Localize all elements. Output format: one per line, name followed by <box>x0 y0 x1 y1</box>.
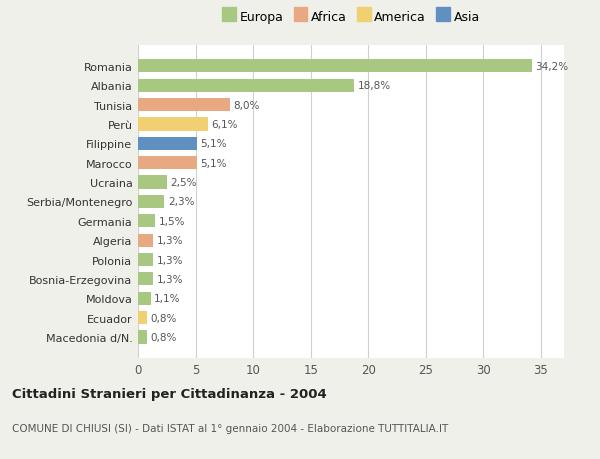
Text: 1,1%: 1,1% <box>154 294 181 303</box>
Bar <box>138 196 164 208</box>
Text: Cittadini Stranieri per Cittadinanza - 2004: Cittadini Stranieri per Cittadinanza - 2… <box>12 387 327 400</box>
Bar <box>138 157 197 170</box>
Text: 18,8%: 18,8% <box>358 81 391 91</box>
Bar <box>138 176 167 189</box>
Bar <box>138 253 153 267</box>
Bar <box>138 330 147 344</box>
Bar <box>138 118 208 131</box>
Legend: Europa, Africa, America, Asia: Europa, Africa, America, Asia <box>220 8 482 27</box>
Text: 1,3%: 1,3% <box>157 235 183 246</box>
Text: 1,3%: 1,3% <box>157 255 183 265</box>
Text: 5,1%: 5,1% <box>200 139 227 149</box>
Bar <box>138 137 197 151</box>
Text: 5,1%: 5,1% <box>200 158 227 168</box>
Text: 34,2%: 34,2% <box>535 62 568 72</box>
Bar <box>138 215 155 228</box>
Bar <box>138 234 153 247</box>
Bar <box>138 99 230 112</box>
Bar <box>138 273 153 286</box>
Text: 0,8%: 0,8% <box>151 313 177 323</box>
Bar <box>138 60 532 73</box>
Text: 8,0%: 8,0% <box>233 101 260 110</box>
Bar <box>138 311 147 325</box>
Text: 0,8%: 0,8% <box>151 332 177 342</box>
Bar <box>138 292 151 305</box>
Text: 6,1%: 6,1% <box>212 120 238 129</box>
Text: COMUNE DI CHIUSI (SI) - Dati ISTAT al 1° gennaio 2004 - Elaborazione TUTTITALIA.: COMUNE DI CHIUSI (SI) - Dati ISTAT al 1°… <box>12 424 448 433</box>
Text: 2,3%: 2,3% <box>168 197 194 207</box>
Text: 1,5%: 1,5% <box>159 216 185 226</box>
Text: 1,3%: 1,3% <box>157 274 183 284</box>
Bar <box>138 79 355 93</box>
Text: 2,5%: 2,5% <box>170 178 197 188</box>
